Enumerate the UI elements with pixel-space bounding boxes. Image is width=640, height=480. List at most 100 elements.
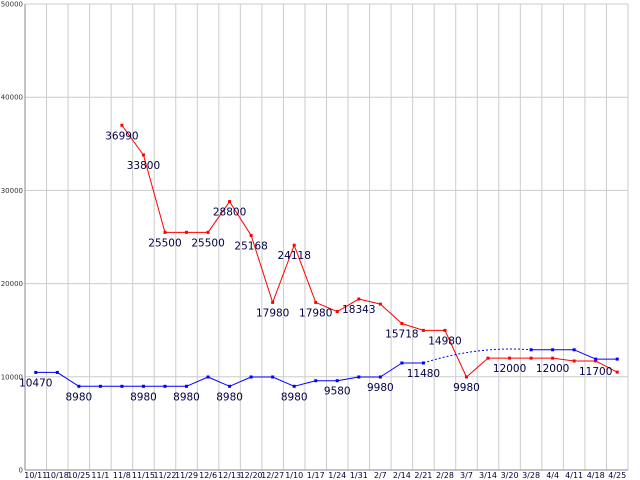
series-1-point: [594, 357, 598, 361]
x-tick-label: 3/14: [479, 471, 497, 480]
series-0-segment: [272, 245, 295, 303]
data-label: 12000: [493, 363, 526, 375]
series-1-point: [615, 357, 619, 361]
series-1-segment: [337, 376, 359, 382]
y-tick-label: 30000: [1, 187, 23, 195]
series-0-point: [486, 356, 490, 360]
data-label: 17980: [256, 307, 289, 319]
data-label: 9580: [324, 386, 351, 398]
series-0-segment: [380, 303, 403, 324]
series-1-point: [357, 375, 361, 379]
series-1-point: [34, 370, 38, 374]
series-1-point: [206, 375, 210, 379]
data-label: 25500: [148, 237, 181, 249]
series-0-point: [594, 359, 598, 363]
data-label: 8980: [173, 391, 200, 403]
x-tick-label: 4/25: [608, 471, 626, 480]
data-label: 9980: [453, 382, 480, 394]
series-0-segment: [229, 201, 252, 236]
data-label: 8980: [65, 391, 92, 403]
data-label: 8980: [130, 391, 157, 403]
x-tick-label: 1/17: [307, 471, 325, 480]
series-0-point: [206, 230, 210, 234]
axes: [24, 4, 628, 471]
series-1-segment: [207, 376, 230, 387]
data-label: 18343: [342, 304, 375, 316]
y-tick-label: 0: [19, 467, 23, 475]
x-tick-label: 2/21: [414, 471, 432, 480]
series-0-segment: [466, 357, 489, 378]
y-tick-label: 50000: [1, 1, 23, 9]
series-0-segment: [142, 154, 166, 233]
x-tick-label: 10/11: [24, 471, 47, 480]
series-0-point: [615, 370, 619, 374]
data-label: 9980: [367, 382, 394, 394]
y-tick-label: 40000: [1, 94, 23, 102]
series-0-point: [314, 300, 318, 304]
series-0-point: [508, 356, 512, 360]
series-0-segment: [401, 323, 424, 331]
series-0-segment: [315, 301, 338, 313]
series-0-segment: [595, 360, 618, 373]
series-0-point: [228, 200, 232, 204]
series-lines: [34, 123, 619, 388]
x-tick-label: 12/27: [261, 471, 284, 480]
data-label: 25500: [191, 237, 224, 249]
x-tick-label: 3/28: [522, 471, 540, 480]
x-tick-label: 11/8: [113, 471, 131, 480]
series-0-point: [378, 302, 382, 306]
series-1-segment: [573, 349, 596, 360]
x-tick-label: 1/31: [350, 471, 368, 480]
data-label: 8980: [281, 391, 308, 403]
series-1-point: [551, 348, 555, 352]
data-label: 15718: [385, 329, 418, 341]
series-1-point: [314, 379, 318, 383]
series-1-point: [292, 384, 296, 388]
series-1-point: [335, 379, 339, 383]
series-1-point: [271, 375, 275, 379]
y-axis-ticks: 0 10000 20000 30000 40000 50000: [1, 1, 23, 475]
series-1-point: [400, 361, 404, 365]
series-0-point: [357, 297, 361, 301]
data-label: 12000: [536, 363, 569, 375]
series-1-point: [55, 370, 59, 374]
x-tick-label: 12/6: [199, 471, 217, 480]
x-tick-label: 1/10: [285, 471, 303, 480]
series-1-point: [228, 384, 232, 388]
series-0-point: [292, 243, 296, 247]
grid: [25, 3, 629, 470]
series-1-point: [141, 384, 145, 388]
series-0-point: [421, 328, 425, 332]
data-label: 36990: [105, 130, 138, 142]
x-tick-label: 11/1: [91, 471, 109, 480]
series-0-segment: [552, 357, 575, 362]
x-tick-label: 4/4: [546, 471, 559, 480]
data-label: 33800: [127, 160, 160, 172]
data-label: 28800: [213, 207, 246, 219]
data-labels: 36990 33800 25500 25500 28800 25168 17980 24118…: [19, 130, 612, 403]
data-label: 11480: [407, 368, 440, 380]
series-1-segment: [272, 376, 295, 387]
series-0-point: [185, 230, 189, 234]
data-label: 24118: [277, 250, 310, 262]
series-0-point: [271, 300, 275, 304]
series-1-point: [529, 348, 533, 352]
series-1-point: [421, 361, 425, 365]
series-1-segment: [380, 362, 403, 378]
series-1-point: [572, 348, 576, 352]
data-label: 8980: [216, 391, 243, 403]
data-label: 17980: [299, 307, 332, 319]
x-tick-label: 4/18: [587, 471, 605, 480]
y-tick-label: 10000: [1, 373, 23, 381]
series-0-point: [249, 233, 253, 237]
x-tick-label: 12/13: [218, 471, 241, 480]
y-tick-label: 20000: [1, 280, 23, 288]
series-1-point: [249, 375, 253, 379]
series-0-segment: [293, 245, 317, 303]
x-tick-label: 1/24: [328, 471, 346, 480]
data-label: 10470: [19, 377, 52, 389]
x-tick-label: 4/11: [565, 471, 583, 480]
series-1-point: [120, 384, 124, 388]
series-0-point: [464, 375, 468, 379]
